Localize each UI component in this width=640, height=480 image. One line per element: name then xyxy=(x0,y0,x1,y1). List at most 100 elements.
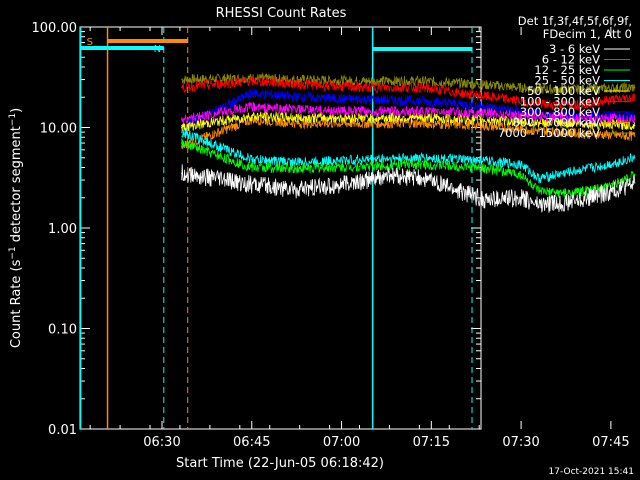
series-point xyxy=(544,103,546,105)
night-label: N xyxy=(154,44,161,55)
series-point xyxy=(580,132,582,135)
series-line xyxy=(181,88,636,133)
legend: Det 1f,3f,4f,5f,6f,9f, FDecim 1, Att 0 3… xyxy=(498,14,632,140)
y-axis-label-sup2: −1 xyxy=(8,113,18,126)
series-point xyxy=(418,100,420,102)
series-point xyxy=(538,88,540,90)
y-tick-label: 0.10 xyxy=(48,323,77,338)
legend-label: 100 - 300 keV xyxy=(520,95,600,109)
series-point xyxy=(634,182,636,184)
series-point xyxy=(538,191,540,193)
x-tick-label: 06:45 xyxy=(233,435,270,450)
series-point xyxy=(508,98,510,101)
legend-label: 6 - 12 keV xyxy=(542,53,600,67)
series-point xyxy=(352,182,355,184)
legend-label: 7000 - 15000 keV xyxy=(498,126,600,140)
series-point xyxy=(634,173,636,176)
saa-label: S xyxy=(87,37,93,48)
y-axis-label-mid: detector segment xyxy=(9,126,24,246)
series-point xyxy=(634,124,636,126)
y-axis: 0.01 0.10 1.00 10.00 100.00 xyxy=(32,21,481,438)
series-point xyxy=(358,110,361,112)
series-point xyxy=(299,96,301,98)
time-markers: SN xyxy=(79,27,473,429)
series-point xyxy=(418,157,420,159)
series-point xyxy=(299,167,301,170)
series-point xyxy=(299,83,301,85)
y-tick-label: 100.00 xyxy=(32,21,78,36)
y-axis-label-end: ) xyxy=(9,108,24,113)
x-axis: 06:30 06:45 07:00 07:15 07:30 07:45 xyxy=(89,27,630,450)
series-point xyxy=(358,86,361,89)
series-point xyxy=(418,122,420,124)
series-point xyxy=(181,118,183,121)
series-point xyxy=(181,142,183,144)
series-point xyxy=(358,165,361,168)
series-point xyxy=(299,117,301,119)
x-tick-label: 07:45 xyxy=(592,435,629,450)
legend-label: 800 - 7000 keV xyxy=(512,116,600,130)
series-point xyxy=(568,201,570,203)
series-line xyxy=(181,101,636,125)
series-point xyxy=(634,135,636,137)
series-point xyxy=(418,86,420,89)
series-point xyxy=(580,122,582,124)
series-point xyxy=(520,163,522,165)
series-point xyxy=(251,80,253,82)
series-point xyxy=(251,115,253,117)
series-point xyxy=(358,122,361,124)
legend-header-2: FDecim 1, Att 0 xyxy=(543,27,632,41)
legend-label: 25 - 50 keV xyxy=(534,74,600,88)
x-axis-label: Start Time (22-Jun-05 06:18:42) xyxy=(176,456,384,471)
series-point xyxy=(358,117,361,119)
series-point xyxy=(299,122,301,124)
series-point xyxy=(604,100,606,102)
series-line xyxy=(181,138,636,199)
x-tick-label: 07:30 xyxy=(502,435,539,450)
series-point xyxy=(634,96,636,98)
series-point xyxy=(418,163,420,165)
series-point xyxy=(418,110,420,112)
legend-label: 12 - 25 keV xyxy=(534,63,600,77)
y-axis-label: Count Rate (s−1 detector segment−1) xyxy=(8,108,24,348)
series-point xyxy=(538,115,540,117)
series-line xyxy=(181,129,636,184)
series-point xyxy=(478,124,480,126)
series-point xyxy=(181,131,183,133)
series-point xyxy=(358,80,361,82)
series-point xyxy=(568,192,570,195)
data-series xyxy=(181,72,636,213)
x-tick-label: 07:00 xyxy=(323,435,360,450)
series-point xyxy=(251,106,253,108)
series-point xyxy=(299,189,301,191)
series-point xyxy=(251,158,253,161)
series-point xyxy=(478,159,480,162)
series-point xyxy=(604,192,606,195)
series-point xyxy=(634,157,636,159)
series-point xyxy=(251,166,253,169)
series-line xyxy=(181,75,636,111)
series-point xyxy=(251,184,253,186)
series-point xyxy=(181,126,183,129)
series-line xyxy=(181,164,636,213)
legend-label: 3 - 6 keV xyxy=(549,42,600,56)
series-point xyxy=(634,86,636,89)
y-axis-label-main: Count Rate (s xyxy=(9,259,24,348)
chart-title: RHESSI Count Rates xyxy=(216,6,347,21)
series-point xyxy=(604,164,606,166)
y-axis-label-sup1: −1 xyxy=(8,246,18,259)
series-point xyxy=(418,117,420,119)
series-point xyxy=(520,173,522,176)
series-point xyxy=(424,178,426,180)
series-point xyxy=(358,98,361,101)
series-point xyxy=(299,161,301,163)
series-point xyxy=(634,118,636,121)
series-point xyxy=(460,191,462,193)
series-point xyxy=(388,175,391,177)
series-point xyxy=(538,178,540,180)
series-point xyxy=(580,117,582,119)
series-point xyxy=(181,78,183,81)
series-point xyxy=(580,103,582,105)
series-point xyxy=(358,158,361,161)
